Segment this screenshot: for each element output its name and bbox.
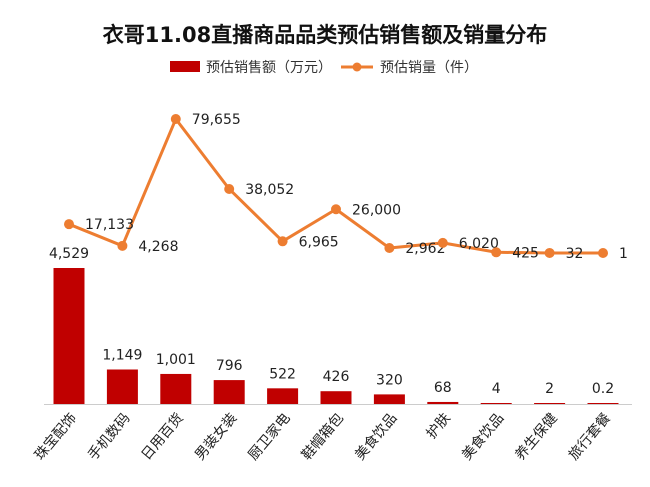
legend-bar-label: 预估销售额（万元） [206,60,332,76]
bar-value-label: 2 [545,381,554,397]
bar [427,401,459,404]
line-point [384,243,395,254]
x-tick-label: 珠宝配饰 [32,410,80,463]
bar-value-label: 522 [269,366,296,382]
sales-volume-line [68,117,604,255]
bar [480,403,512,404]
bar [160,373,192,404]
x-tick-label: 养生保健 [512,410,560,463]
line-value-label: 4,268 [138,239,178,255]
line-point [170,114,181,124]
line-value-label: 6,020 [459,236,499,252]
x-tick-label: 美食饮品 [458,410,507,464]
bar-value-label: 4 [492,381,501,397]
line-point [224,183,235,194]
bar [587,403,619,404]
legend-bar-swatch [170,61,200,72]
legend-line-marker [352,62,362,72]
x-tick-label: 厨卫家电 [245,410,294,464]
bar [534,403,566,404]
x-tick-label: 日用百货 [138,410,187,464]
line-value-label: 2,962 [405,241,445,257]
line-value-label: 38,052 [245,182,294,198]
line-value-label: 425 [512,245,539,261]
line-point [598,247,608,258]
x-tick-label: 男装女装 [191,410,240,464]
line-value-label: 1 [619,246,628,262]
bar [267,388,299,404]
bar-value-label: 1,149 [102,347,142,363]
x-tick-label: 旅行套餐 [566,410,614,463]
bar-value-label: 320 [376,372,403,388]
bar [213,380,245,404]
chart-title: 衣哥11.08直播商品品类预估销售额及销量分布 [103,23,547,47]
bar-value-label: 1,001 [156,352,196,368]
legend: 预估销售额（万元） 预估销量（件） [170,60,478,76]
line-value-label: 17,133 [85,217,134,233]
bar-value-label: 0.2 [592,381,614,397]
line-point [491,247,502,258]
x-tick-label: 手机数码 [85,410,133,463]
bar-value-label: 426 [323,369,350,385]
bar-value-label: 4,529 [49,246,89,262]
line-value-label: 32 [566,246,584,262]
line-value-label: 79,655 [192,112,241,128]
line-value-label: 26,000 [352,202,401,218]
line-point [331,204,341,215]
bar [53,268,85,404]
line-point [437,237,448,248]
line-point [64,219,74,230]
x-tick-label: 美食饮品 [351,410,400,464]
line-point [544,247,555,258]
legend-line-label: 预估销量（件） [380,60,478,76]
bar [373,394,405,404]
bar-value-label: 68 [434,380,452,396]
x-tick-label: 护肤 [424,410,454,442]
bar [320,391,352,404]
line-value-label: 6,965 [299,234,339,250]
line-point [277,236,288,247]
bar-value-label: 796 [216,358,243,374]
line-point [117,240,128,251]
bar [106,369,138,404]
x-tick-label: 鞋帽箱包 [299,410,347,463]
